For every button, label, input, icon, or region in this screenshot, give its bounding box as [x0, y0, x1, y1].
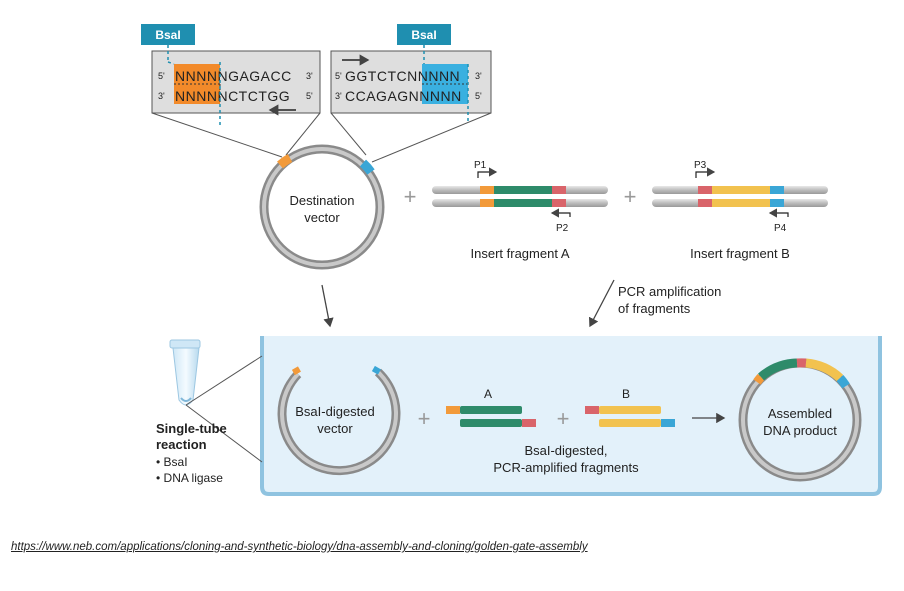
right-top-site: GGTCTCN — [345, 68, 418, 84]
left-bot-overhang: NNNN — [175, 88, 217, 104]
reaction-title-1: Single-tube — [156, 421, 227, 436]
left-top-5-end: 5' — [158, 71, 165, 81]
reaction-title-2: reaction — [156, 437, 207, 452]
pcr-down-arrow-icon — [588, 279, 615, 328]
left-bot-5-end: 5' — [306, 91, 313, 101]
insert-fragment-a: P1 P2 Insert fragment A — [432, 160, 608, 261]
left-sequence-box: 5' NNNNNGAGACC 3' 3' NNNNNCTCTGG 5' — [151, 50, 321, 116]
reaction-panel — [260, 336, 882, 496]
insert-a-label: Insert fragment A — [471, 246, 570, 261]
tube-icon — [169, 339, 201, 406]
right-bot-3-end: 3' — [335, 91, 342, 101]
reaction-item-bsai: • BsaI — [156, 455, 188, 469]
plus-sign-4: + — [557, 406, 570, 431]
primer-p4-label: P4 — [774, 223, 787, 234]
left-bot-3-end: 3' — [158, 91, 165, 101]
primer-p2-label: P2 — [556, 223, 569, 234]
left-top-site: NGAGACC — [217, 68, 291, 84]
svg-text:BsaI: BsaI — [411, 28, 436, 42]
left-top-overhang: NNNN — [175, 68, 217, 84]
left-overhang-highlight — [174, 64, 220, 104]
insert-fragment-b: P3 P4 Insert fragment B — [652, 160, 828, 261]
right-top-5-end: 5' — [335, 71, 342, 81]
svg-text:BsaI: BsaI — [155, 28, 180, 42]
digested-fragments-label-1: BsaI-digested, — [524, 443, 607, 458]
plus-sign-3: + — [418, 406, 431, 431]
destination-vector-label-1: Destination — [289, 193, 354, 208]
right-bot-5-end: 5' — [475, 91, 482, 101]
primer-p3-arrow-icon — [695, 167, 716, 178]
insert-b-label: Insert fragment B — [690, 246, 790, 261]
right-bot-site: CCAGAGN — [345, 88, 419, 104]
svg-text:CCAGAGNNNNN: CCAGAGNNNNN — [345, 88, 462, 104]
svg-text:GGTCTCNNNNN: GGTCTCNNNNN — [345, 68, 460, 84]
right-top-overhang: NNNN — [418, 68, 460, 84]
vector-down-arrow-icon — [321, 284, 334, 328]
plus-sign-1: + — [404, 184, 417, 209]
left-bot-site: NCTCTGG — [217, 88, 290, 104]
destination-vector-label-2: vector — [304, 210, 340, 225]
primer-p3-label: P3 — [694, 160, 707, 171]
right-top-3-end: 3' — [475, 71, 482, 81]
digested-fragment-a: A — [446, 387, 536, 427]
assembled-label-1: Assembled — [768, 406, 832, 421]
right-bot-overhang: NNNN — [419, 88, 461, 104]
digested-vector: BsaI-digested vector — [277, 365, 401, 476]
primer-p4-arrow-icon — [768, 208, 789, 218]
fragment-b-label: B — [622, 387, 630, 401]
digested-vector-label-2: vector — [317, 421, 353, 436]
assembled-label-2: DNA product — [763, 423, 837, 438]
fragment-a-label: A — [484, 387, 492, 401]
left-top-3-end: 3' — [306, 71, 313, 81]
digested-fragment-b: B — [585, 387, 675, 427]
digested-fragments-label-2: PCR-amplified fragments — [493, 460, 639, 475]
primer-p2-arrow-icon — [550, 208, 571, 218]
primer-p1-arrow-icon — [477, 167, 498, 178]
assembled-product: Assembled DNA product — [738, 358, 862, 482]
pcr-label-1: PCR amplification — [618, 284, 721, 299]
right-sequence-box: 5' GGTCTCNNNNN 3' 3' CCAGAGNNNNN 5' — [330, 50, 492, 114]
svg-text:NNNNNCTCTGG: NNNNNCTCTGG — [175, 88, 290, 104]
pcr-label-2: of fragments — [618, 301, 691, 316]
primer-p1-label: P1 — [474, 160, 487, 171]
bsai-tag-right: BsaI — [397, 24, 451, 45]
svg-text:NNNNNGAGACC: NNNNNGAGACC — [175, 68, 292, 84]
reaction-item-ligase: • DNA ligase — [156, 471, 223, 485]
right-overhang-highlight — [422, 64, 468, 104]
destination-vector: Destination vector — [259, 144, 385, 270]
bsai-tag-left: BsaI — [141, 24, 195, 45]
digested-vector-label-1: BsaI-digested — [295, 404, 375, 419]
plus-sign-2: + — [624, 184, 637, 209]
source-link[interactable]: https://www.neb.com/applications/cloning… — [11, 541, 588, 553]
